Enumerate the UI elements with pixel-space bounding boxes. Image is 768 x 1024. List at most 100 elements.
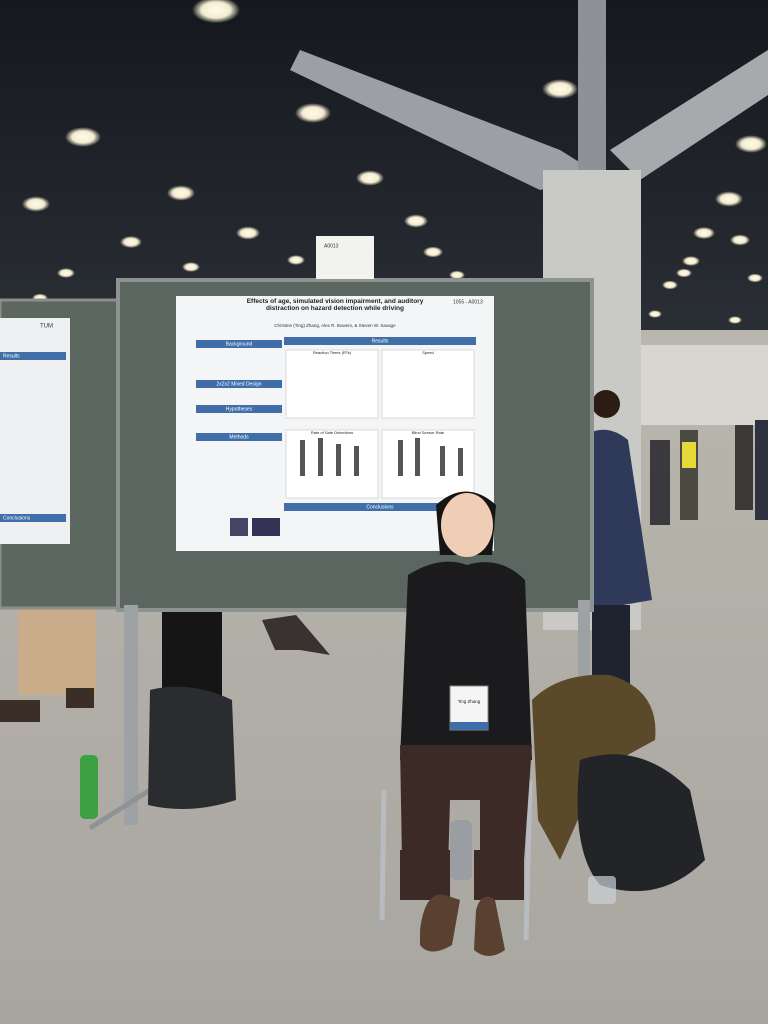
- bar-graphic: [354, 446, 359, 476]
- standing-man: [592, 390, 652, 685]
- section-header: [196, 405, 282, 413]
- person-background: [755, 420, 768, 520]
- left-poster-logo: TUM: [40, 324, 53, 330]
- ceiling-light: [735, 135, 767, 153]
- shoe: [420, 894, 460, 952]
- poster-chart: [285, 429, 379, 499]
- backpack: [577, 754, 705, 892]
- bag: [682, 442, 696, 468]
- jacket: [400, 561, 532, 760]
- chart-title: Blind Sensor Rate: [412, 430, 445, 435]
- photo-thumb: [252, 518, 280, 536]
- poster-photos: [230, 518, 280, 536]
- poster-title-box: Effects of age, simulated vision impairm…: [246, 298, 424, 312]
- board-leg: [578, 600, 590, 680]
- bar-graphic: [318, 438, 323, 476]
- board-foot: [88, 787, 152, 831]
- ceiling-light: [65, 127, 101, 147]
- trousers: [592, 605, 630, 685]
- ceiling-light: [676, 268, 692, 278]
- ceiling-light: [747, 273, 763, 283]
- beam: [578, 0, 606, 170]
- bar-graphic: [336, 444, 341, 476]
- section-title: Hypotheses: [226, 406, 253, 412]
- ceiling-light: [22, 196, 50, 212]
- back-wall: [636, 345, 768, 425]
- poster-chart: [285, 349, 379, 419]
- ceiling-light: [120, 235, 142, 249]
- ceiling-light: [57, 268, 75, 278]
- chart-title: Rate of Safe Detections: [311, 430, 353, 435]
- face: [441, 493, 493, 557]
- seated-woman: Ting Zhang: [400, 491, 532, 956]
- ceiling-light: [295, 103, 331, 123]
- chair-leg: [379, 789, 387, 921]
- shoe: [474, 896, 505, 956]
- trousers: [18, 605, 96, 695]
- chart-title: Reaction Times (RTs): [313, 350, 352, 355]
- ceiling-light: [648, 310, 662, 318]
- person-background: [650, 440, 670, 525]
- ceiling-light: [682, 256, 700, 266]
- chart-title: Speed: [422, 350, 434, 355]
- section-title: Methods: [229, 434, 249, 440]
- ceiling-light: [693, 226, 715, 240]
- section-title: Results: [372, 338, 389, 344]
- bar-graphic: [458, 448, 463, 476]
- legs: [262, 615, 330, 655]
- left-poster-section: Results: [3, 353, 20, 359]
- ceiling-light: [662, 280, 678, 290]
- jacket: [592, 429, 652, 610]
- poster-authors: Christine (Ting) Zhang, Alex R. Bowers, …: [274, 323, 396, 328]
- poster-chart-bars: [300, 438, 463, 476]
- beam: [290, 50, 600, 190]
- section-header: [0, 352, 66, 360]
- trousers: [474, 850, 524, 900]
- bar-graphic: [415, 438, 420, 476]
- shoe: [66, 688, 94, 708]
- badge-stripe: [450, 722, 488, 730]
- person-background: [735, 425, 753, 510]
- ceiling-light: [192, 0, 240, 24]
- poster-number: 1055 - A0013: [453, 299, 483, 305]
- ceiling-light: [728, 316, 742, 324]
- section-title: Background: [226, 341, 253, 347]
- beam: [610, 50, 768, 180]
- ceiling-light: [730, 234, 750, 246]
- trousers: [400, 745, 532, 870]
- section-title: Conclusions: [366, 504, 394, 510]
- section-header: [196, 380, 282, 388]
- poster-chart: [381, 349, 475, 419]
- board-leg: [124, 605, 138, 825]
- thermos: [450, 820, 472, 880]
- bar-graphic: [300, 440, 305, 476]
- bar-graphic: [398, 440, 403, 476]
- left-poster-section: Conclusions: [3, 515, 31, 521]
- chair-leg: [523, 779, 533, 941]
- ceiling-light: [236, 226, 260, 240]
- ceiling-light: [404, 214, 428, 228]
- ceiling-light: [287, 255, 305, 265]
- poster-title: Effects of age, simulated vision impairm…: [246, 298, 424, 312]
- badge-name: Ting Zhang: [458, 699, 481, 704]
- photo-thumb: [230, 518, 248, 536]
- cup: [588, 876, 616, 904]
- section-title: 2x2x2 Mixed Design: [216, 381, 261, 387]
- ceiling-light: [356, 170, 384, 186]
- ceiling-light: [715, 191, 743, 207]
- ceiling-light: [542, 79, 578, 99]
- section-header: [0, 514, 66, 522]
- bags: [80, 674, 705, 904]
- left-poster: [0, 318, 70, 544]
- water-bottle: [80, 755, 98, 819]
- bar-graphic: [440, 446, 445, 476]
- booth-sign-text: A0013: [324, 243, 339, 249]
- section-header: [196, 340, 282, 348]
- section-header: [284, 503, 476, 511]
- booth-sign: [316, 236, 374, 279]
- trousers: [400, 850, 450, 900]
- section-header: [196, 433, 282, 441]
- section-header: [284, 337, 476, 345]
